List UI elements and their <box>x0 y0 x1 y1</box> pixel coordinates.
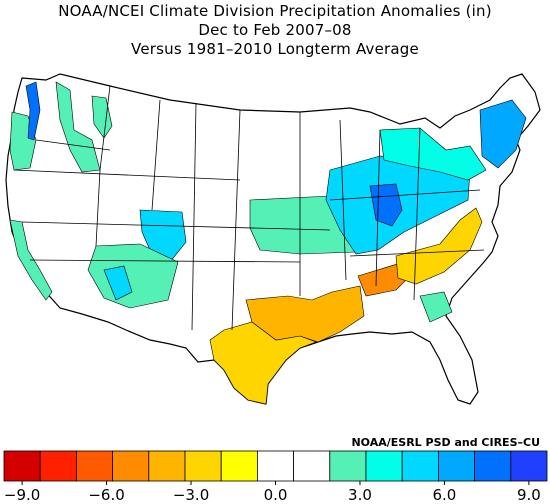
map-title: NOAA/NCEI Climate Division Precipitation… <box>58 2 492 20</box>
map-baseline: Versus 1981–2010 Longterm Average <box>131 40 419 58</box>
legend-swatch <box>293 450 331 482</box>
map-period: Dec to Feb 2007–08 <box>198 21 352 39</box>
region-northern-rockies-2 <box>91 95 113 139</box>
color-legend: −9.0 −6.0 −3.0 0.0 3.0 6.0 9.0 <box>3 450 548 504</box>
legend-swatch <box>112 450 150 482</box>
legend-tick-label: 9.0 <box>517 486 541 504</box>
legend-tick-label: −9.0 <box>4 486 40 504</box>
state-borders <box>13 85 485 331</box>
legend-swatch <box>401 450 439 482</box>
legend-swatch <box>148 450 186 482</box>
legend-tick-label: −6.0 <box>88 486 124 504</box>
region-great-lakes-northeast <box>379 127 487 181</box>
legend-swatch <box>220 450 258 482</box>
region-east-texas-lower-mississippi <box>245 285 365 343</box>
legend-tick-label: 3.0 <box>348 486 372 504</box>
region-florida-georgia <box>419 291 453 323</box>
region-washington-cascades <box>25 81 41 141</box>
credit-label: NOAA/ESRL PSD and CIRES–CU <box>351 436 540 449</box>
legend-tick-label: 6.0 <box>433 486 457 504</box>
us-precipitation-map <box>5 73 541 405</box>
region-arizona-new-mexico <box>87 243 179 309</box>
region-arizona-blue <box>103 265 133 301</box>
legend-swatch <box>510 450 548 482</box>
region-new-england <box>479 99 527 169</box>
legend-swatch <box>184 450 222 482</box>
legend-swatch <box>3 450 41 482</box>
legend-swatch <box>76 450 114 482</box>
legend-swatch <box>437 450 475 482</box>
legend-swatch <box>329 450 367 482</box>
legend-swatch <box>39 450 77 482</box>
title-block: NOAA/NCEI Climate Division Precipitation… <box>0 2 550 59</box>
region-southeast-piedmont <box>395 207 483 285</box>
legend-tick-label: 0.0 <box>264 486 288 504</box>
legend-swatch <box>474 450 512 482</box>
legend-swatch <box>365 450 403 482</box>
legend-tick-label: −3.0 <box>173 486 209 504</box>
legend-swatch <box>256 450 294 482</box>
